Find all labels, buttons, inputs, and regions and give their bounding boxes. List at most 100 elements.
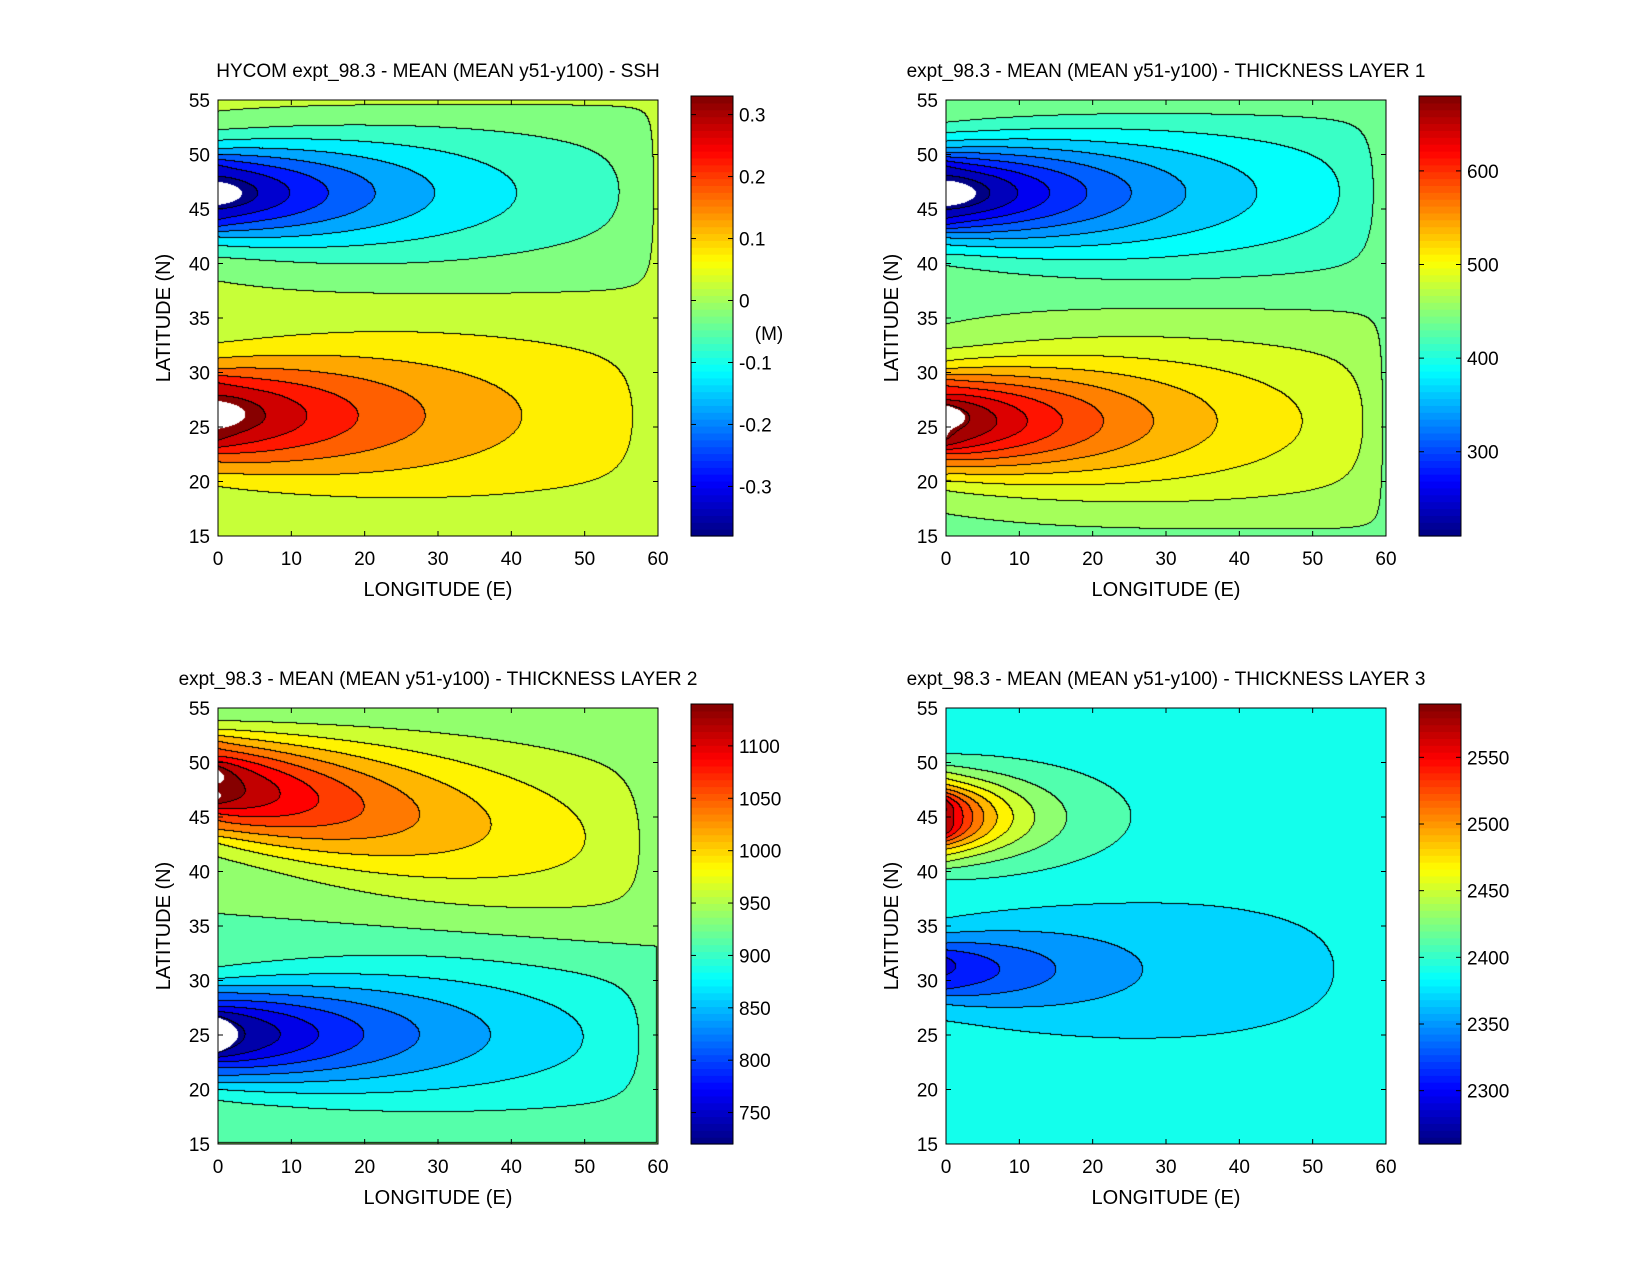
colorbar-swatch xyxy=(691,371,733,379)
colorbar-tick-label: 750 xyxy=(739,1104,771,1125)
colorbar-swatch xyxy=(691,745,733,753)
colorbar-swatch xyxy=(1419,1109,1461,1118)
colorbar-swatch xyxy=(691,704,733,712)
colorbar: 300 400 500 600 xyxy=(1418,95,1499,537)
panel-2: expt_98.3 - MEAN (MEAN y51-y100) - THICK… xyxy=(881,61,1499,601)
colorbar-swatch xyxy=(691,862,733,870)
colorbar-swatch xyxy=(1419,882,1461,891)
colorbar-swatch xyxy=(1419,848,1461,856)
colorbar-swatch xyxy=(691,109,733,118)
colorbar-swatch xyxy=(1419,827,1461,836)
colorbar-swatch xyxy=(1419,123,1461,131)
colorbar-swatch xyxy=(691,1040,733,1049)
x-tick-label: 20 xyxy=(354,549,375,570)
colorbar-swatch xyxy=(691,779,733,788)
colorbar-swatch xyxy=(691,979,733,987)
colorbar-swatch xyxy=(1419,1137,1461,1145)
colorbar-swatch xyxy=(691,1020,733,1028)
x-tick-label: 30 xyxy=(1155,549,1176,570)
colorbar-swatch xyxy=(1419,116,1461,125)
colorbar-swatch xyxy=(691,398,733,406)
colorbar-swatch xyxy=(691,882,733,891)
y-tick-label: 35 xyxy=(917,309,938,330)
x-tick-label: 10 xyxy=(1009,549,1030,570)
colorbar-swatch xyxy=(691,1006,733,1014)
colorbar-swatch xyxy=(1419,1027,1461,1035)
y-tick-label: 50 xyxy=(189,146,210,167)
colorbar-swatch xyxy=(691,419,733,427)
colorbar-tick-label: 0.2 xyxy=(739,168,765,189)
colorbar-swatch xyxy=(691,432,733,441)
colorbar-swatch xyxy=(691,302,733,310)
axes-frame xyxy=(945,707,1387,1145)
colorbar-swatch xyxy=(1419,992,1461,1001)
colorbar-swatch xyxy=(691,508,733,516)
colorbar-swatch xyxy=(1419,453,1461,461)
x-tick-label: 60 xyxy=(1375,549,1396,570)
colorbar-swatch xyxy=(1419,247,1461,255)
colorbar-frame xyxy=(690,703,734,1145)
y-tick-label: 15 xyxy=(917,527,938,548)
colorbar-swatch xyxy=(691,1061,733,1069)
colorbar-swatch xyxy=(1419,102,1461,111)
y-axis-label: LATITUDE (N) xyxy=(153,862,175,991)
y-tick-label: 25 xyxy=(917,1026,938,1047)
colorbar-swatch xyxy=(691,875,733,884)
colorbar-swatch xyxy=(1419,944,1461,953)
colorbar-swatch xyxy=(691,896,733,904)
colorbar-swatch xyxy=(1419,793,1461,801)
colorbar-swatch xyxy=(1419,206,1461,214)
colorbar-swatch xyxy=(691,1068,733,1076)
colorbar-swatch xyxy=(1419,855,1461,863)
x-tick-label: 0 xyxy=(941,1157,952,1178)
colorbar-swatch xyxy=(1419,1006,1461,1014)
colorbar-swatch xyxy=(691,446,733,455)
y-tick-label: 25 xyxy=(189,418,210,439)
colorbar-swatch xyxy=(1419,786,1461,794)
colorbar-swatch xyxy=(1419,212,1461,221)
y-tick-label: 25 xyxy=(917,418,938,439)
colorbar-swatch xyxy=(691,710,733,719)
colorbar-swatch xyxy=(691,1123,733,1131)
contour-field-2 xyxy=(946,100,1386,536)
x-axis-label: LONGITUDE (E) xyxy=(1092,1187,1241,1209)
colorbar-swatch xyxy=(691,343,733,351)
colorbar-tick-label: 0.1 xyxy=(739,230,765,251)
x-tick-label: 60 xyxy=(1375,1157,1396,1178)
colorbar-swatch xyxy=(691,1130,733,1138)
colorbar-swatch xyxy=(1419,841,1461,849)
colorbar-swatch xyxy=(691,944,733,953)
colorbar-tick-label: 500 xyxy=(1467,256,1499,277)
colorbar-swatch xyxy=(691,391,733,400)
colorbar-swatch xyxy=(1419,219,1461,228)
colorbar-swatch xyxy=(1419,759,1461,767)
colorbar-swatch xyxy=(691,178,733,186)
colorbar-swatch xyxy=(691,171,733,180)
y-tick-label: 15 xyxy=(917,1135,938,1156)
colorbar-swatch xyxy=(691,999,733,1008)
colorbar-swatch xyxy=(691,1095,733,1104)
colorbar-swatch xyxy=(691,937,733,946)
colorbar-swatch xyxy=(1419,295,1461,303)
colorbar-swatch xyxy=(1419,302,1461,310)
colorbar-swatch xyxy=(691,206,733,214)
colorbar-swatch xyxy=(1419,226,1461,235)
colorbar-swatch xyxy=(691,1137,733,1145)
y-tick-label: 55 xyxy=(917,91,938,112)
colorbar-swatch xyxy=(1419,336,1461,345)
colorbar-swatch xyxy=(1419,704,1461,712)
colorbar-swatch xyxy=(691,752,733,760)
y-tick-label: 35 xyxy=(917,917,938,938)
x-tick-label: 50 xyxy=(1302,1157,1323,1178)
colorbar: -0.3 -0.2 -0.1 0 0.1 0.2 0.3 (M) xyxy=(690,95,783,537)
colorbar-swatch xyxy=(691,985,733,994)
colorbar-swatch xyxy=(1419,910,1461,918)
colorbar-swatch xyxy=(1419,391,1461,400)
colorbar-swatch xyxy=(1419,164,1461,173)
colorbar-swatch xyxy=(1419,322,1461,331)
colorbar-swatch xyxy=(1419,515,1461,523)
contour-field-1 xyxy=(218,100,658,536)
colorbar-swatch xyxy=(691,1116,733,1124)
colorbar-swatch xyxy=(1419,930,1461,939)
colorbar-swatch xyxy=(691,529,733,537)
